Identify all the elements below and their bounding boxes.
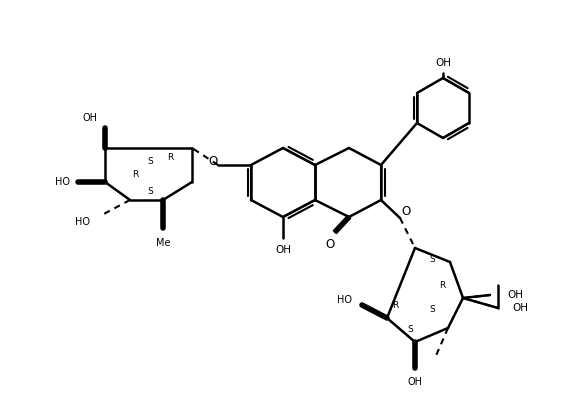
Text: O: O: [208, 155, 217, 169]
Text: HO: HO: [55, 177, 70, 187]
Text: S: S: [429, 305, 435, 314]
Text: HO: HO: [338, 295, 352, 305]
Text: O: O: [325, 238, 335, 250]
Text: OH: OH: [512, 303, 528, 313]
Text: R: R: [392, 300, 398, 309]
Text: HO: HO: [75, 217, 90, 227]
Text: S: S: [429, 256, 435, 265]
Text: S: S: [407, 326, 413, 335]
Text: R: R: [439, 280, 445, 289]
Text: Me: Me: [156, 238, 170, 248]
Text: OH: OH: [275, 245, 291, 255]
Text: OH: OH: [435, 58, 451, 68]
Text: OH: OH: [82, 113, 98, 123]
Text: OH: OH: [408, 377, 423, 387]
Text: S: S: [147, 187, 153, 196]
Text: S: S: [147, 157, 153, 166]
Text: OH: OH: [507, 290, 523, 300]
Text: R: R: [132, 171, 138, 180]
Text: R: R: [167, 153, 173, 162]
Text: O: O: [401, 206, 411, 219]
